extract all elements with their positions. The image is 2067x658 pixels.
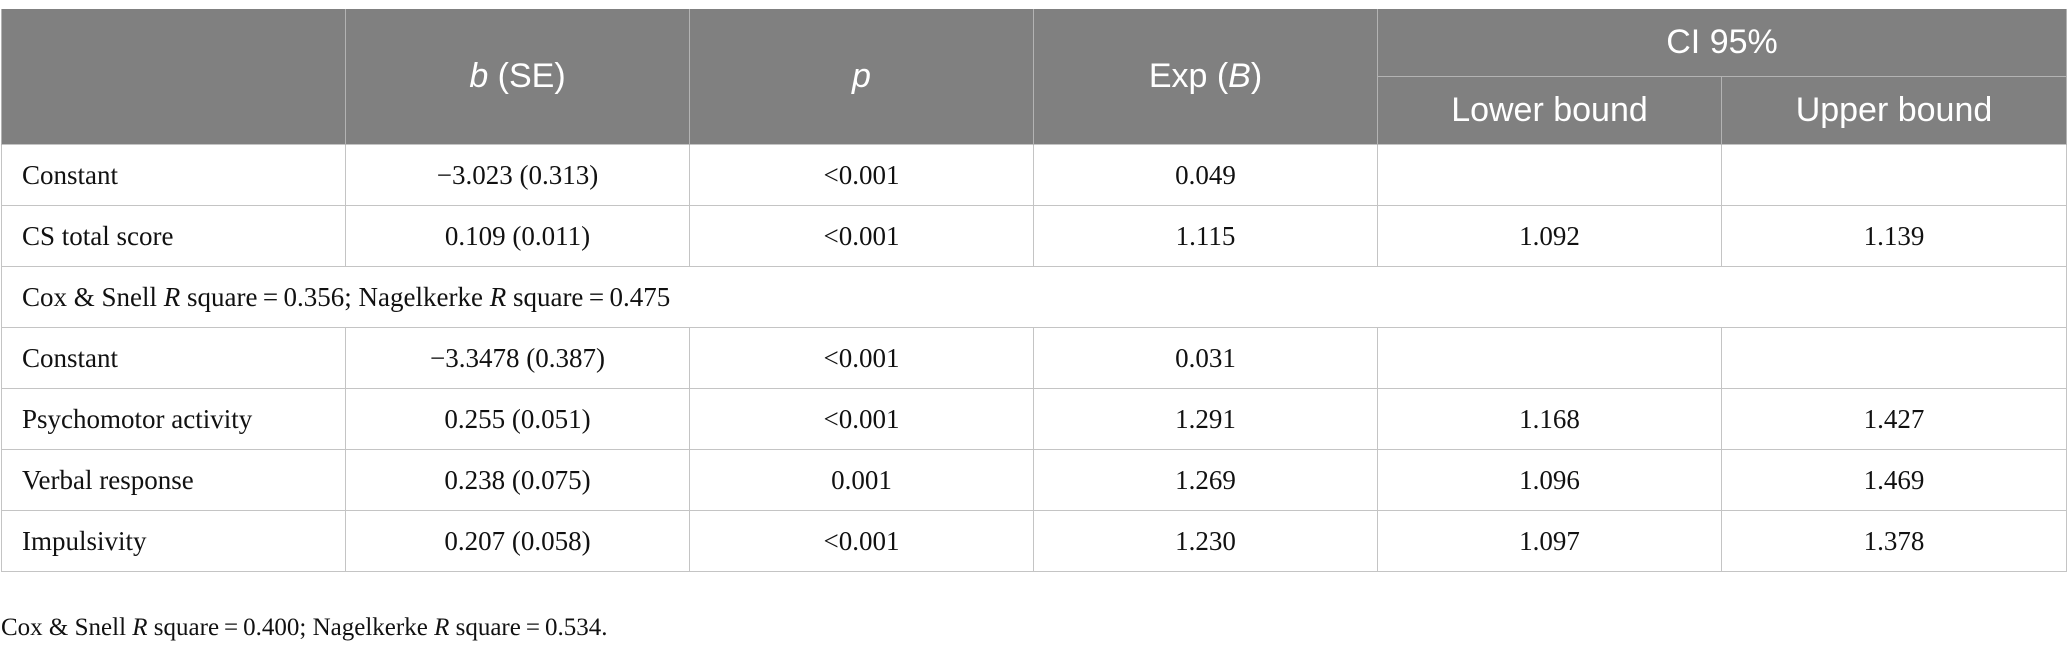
cell-exp-b: 1.230 [1033, 510, 1378, 572]
cell-lower [1377, 144, 1722, 206]
cell-upper: 1.469 [1721, 449, 2067, 511]
header-b-rest: (SE) [488, 57, 566, 95]
header-upper-bound: Upper bound [1721, 76, 2067, 145]
model-fit-row: Cox & Snell R square = 0.356; Nagelkerke… [1, 266, 2067, 328]
cell-upper: 1.378 [1721, 510, 2067, 572]
table-row: Constant −3.023 (0.313) <0.001 0.049 [1, 144, 2067, 206]
table-row: CS total score 0.109 (0.011) <0.001 1.11… [1, 205, 2067, 267]
cell-lower [1377, 327, 1722, 389]
footnote-r1: R [132, 614, 148, 641]
header-ci-group: CI 95% [1377, 9, 2067, 77]
cell-lower: 1.092 [1377, 205, 1722, 267]
cell-p: 0.001 [689, 449, 1034, 511]
cell-exp-b: 1.115 [1033, 205, 1378, 267]
row-label: Verbal response [1, 449, 346, 511]
header-lower-bound: Lower bound [1377, 76, 1722, 145]
header-exp-italic: B [1228, 57, 1251, 95]
regression-table: b (SE) p Exp (B) CI 95% Lower bound Uppe… [1, 9, 2067, 572]
cell-upper: 1.139 [1721, 205, 2067, 267]
table-row: Impulsivity 0.207 (0.058) <0.001 1.230 1… [1, 510, 2067, 572]
cell-b-se: 0.238 (0.075) [345, 449, 690, 511]
table-row: Psychomotor activity 0.255 (0.051) <0.00… [1, 388, 2067, 450]
fit-r2: R [489, 281, 507, 312]
footnote-part3: square = 0.534. [449, 614, 608, 641]
cell-lower: 1.096 [1377, 449, 1722, 511]
header-p: p [689, 9, 1034, 145]
header-blank-cell [1, 9, 346, 145]
cell-upper [1721, 327, 2067, 389]
fit-part2: square = 0.356; Nagelkerke [180, 281, 490, 312]
table-row: Verbal response 0.238 (0.075) 0.001 1.26… [1, 449, 2067, 511]
table-body: Constant −3.023 (0.313) <0.001 0.049 CS … [1, 144, 2067, 572]
row-label: Psychomotor activity [1, 388, 346, 450]
cell-upper [1721, 144, 2067, 206]
cell-p: <0.001 [689, 205, 1034, 267]
header-exp-prefix: Exp ( [1148, 57, 1229, 95]
cell-exp-b: 1.269 [1033, 449, 1378, 511]
table-header: b (SE) p Exp (B) CI 95% Lower bound Uppe… [1, 9, 2067, 145]
cell-exp-b: 0.049 [1033, 144, 1378, 206]
cell-p: <0.001 [689, 510, 1034, 572]
header-p-italic: p [852, 57, 871, 95]
fit-part1: Cox & Snell [22, 281, 164, 312]
cell-b-se: −3.3478 (0.387) [345, 327, 690, 389]
row-label: Constant [1, 144, 346, 206]
row-label: CS total score [1, 205, 346, 267]
cell-p: <0.001 [689, 388, 1034, 450]
cell-lower: 1.097 [1377, 510, 1722, 572]
footnote-part2: square = 0.400; Nagelkerke [147, 614, 435, 641]
fit-part3: square = 0.475 [506, 281, 671, 312]
cell-exp-b: 0.031 [1033, 327, 1378, 389]
cell-b-se: 0.207 (0.058) [345, 510, 690, 572]
model-fit-text: Cox & Snell R square = 0.356; Nagelkerke… [1, 266, 2067, 328]
table-row: Constant −3.3478 (0.387) <0.001 0.031 [1, 327, 2067, 389]
table-footnote: Cox & Snell R square = 0.400; Nagelkerke… [1, 614, 607, 642]
header-exp-b: Exp (B) [1033, 9, 1378, 145]
cell-lower: 1.168 [1377, 388, 1722, 450]
header-b-italic: b [469, 57, 489, 95]
header-exp-suffix: ) [1250, 57, 1263, 95]
row-label: Impulsivity [1, 510, 346, 572]
cell-upper: 1.427 [1721, 388, 2067, 450]
footnote-r2: R [434, 614, 450, 641]
row-label: Constant [1, 327, 346, 389]
cell-b-se: 0.255 (0.051) [345, 388, 690, 450]
cell-b-se: −3.023 (0.313) [345, 144, 690, 206]
cell-exp-b: 1.291 [1033, 388, 1378, 450]
cell-p: <0.001 [689, 327, 1034, 389]
footnote-part1: Cox & Snell [1, 614, 133, 641]
header-b-se: b (SE) [345, 9, 690, 145]
cell-p: <0.001 [689, 144, 1034, 206]
fit-r1: R [163, 281, 181, 312]
cell-b-se: 0.109 (0.011) [345, 205, 690, 267]
